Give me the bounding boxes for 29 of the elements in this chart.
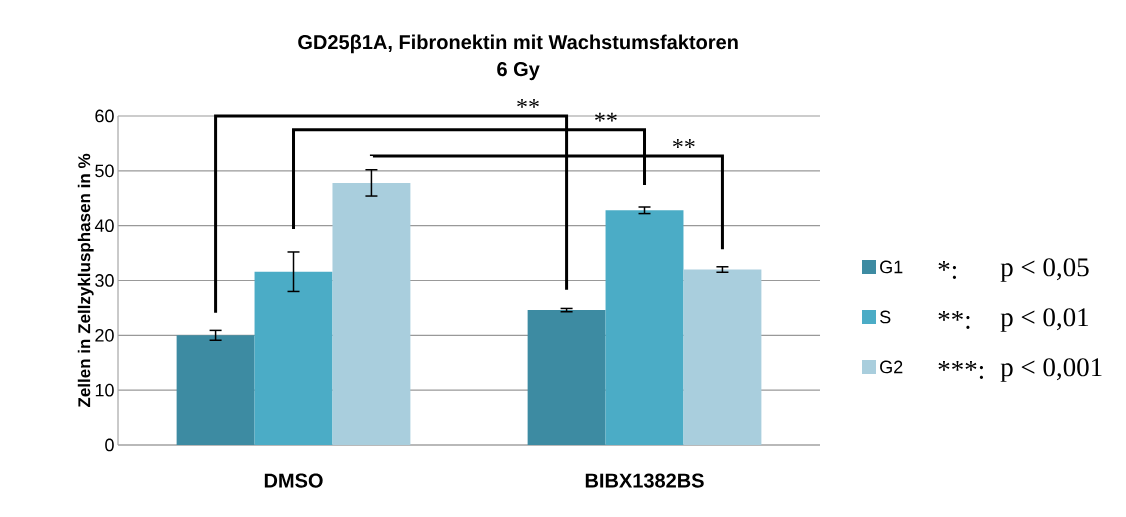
legend-label: S — [880, 310, 891, 324]
bar — [527, 310, 606, 445]
x-tick-label: DMSO — [264, 473, 323, 488]
bar — [332, 182, 411, 445]
text: p < 0,01 — [1000, 308, 1089, 332]
bar — [254, 271, 333, 445]
y-tick-label: 50 — [95, 164, 114, 178]
legend-label: G2 — [880, 360, 903, 374]
y-tick-label: 0 — [105, 438, 114, 452]
y-tick-label: 30 — [95, 274, 114, 287]
chart-title: GD25β1A, Fibronektin mit Wachstumsfaktoren 6 Gy — [298, 34, 738, 81]
y-tick-label: 60 — [95, 109, 114, 123]
y-tick-label: 10 — [95, 383, 114, 397]
x-tick-label: BIBX1382BS — [585, 473, 704, 488]
bar — [176, 335, 255, 445]
bar — [683, 269, 762, 445]
y-tick-label: 20 — [95, 328, 114, 342]
text: *: — [938, 260, 957, 280]
text: p < 0,001 — [1000, 358, 1102, 382]
text: ***: — [938, 360, 984, 380]
text: ** — [517, 99, 539, 108]
annotation: ** — [672, 139, 695, 148]
annotation: ** — [595, 112, 617, 122]
legend-label: G1 — [880, 260, 903, 274]
bar — [605, 210, 684, 445]
y-axis-title: Zellen in Zellzyklusphasen in % — [77, 153, 94, 408]
text: **: — [938, 310, 970, 330]
text: p < 0,05 — [1000, 258, 1089, 282]
y-tick-label: 40 — [94, 219, 114, 233]
